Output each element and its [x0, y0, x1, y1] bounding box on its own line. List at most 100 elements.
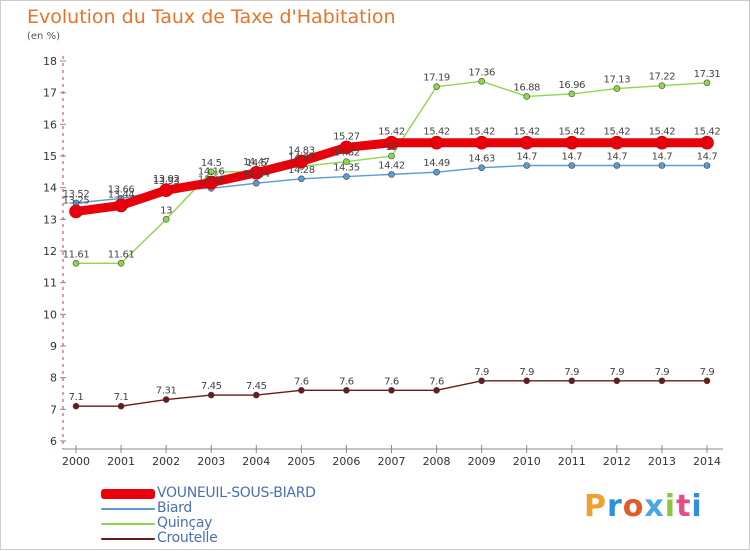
data-point — [655, 135, 669, 150]
y-tick-label: 18 — [43, 55, 57, 68]
y-tick-label: 7 — [50, 403, 57, 416]
brand-letter: i — [691, 489, 703, 524]
data-point — [568, 162, 576, 169]
x-tick-label: 2008 — [423, 455, 451, 468]
data-label: 14.82 — [333, 148, 360, 159]
y-tick-label: 16 — [43, 118, 57, 131]
data-label: 13.92 — [153, 174, 180, 185]
x-tick-label: 2002 — [152, 455, 180, 468]
data-point — [117, 402, 125, 410]
legend-item: VOUNEUIL-SOUS-BIARD — [101, 486, 316, 501]
data-point — [249, 165, 264, 180]
data-point — [388, 387, 395, 394]
data-point — [72, 402, 80, 410]
data-label: 15.27 — [333, 131, 360, 142]
data-label: 14.7 — [516, 152, 537, 163]
brand-letter: t — [676, 489, 692, 524]
y-tick-label: 10 — [43, 308, 57, 321]
data-label: 7.9 — [474, 367, 489, 378]
data-point — [298, 175, 305, 183]
data-label: 14.63 — [468, 154, 495, 165]
data-point — [613, 162, 621, 169]
brand-letter: x — [644, 489, 665, 524]
data-point — [658, 377, 666, 385]
data-point — [207, 391, 215, 399]
data-label: 7.6 — [294, 376, 309, 387]
data-label: 14.49 — [423, 158, 450, 169]
legend-label: Quinçay — [157, 515, 213, 531]
data-point — [114, 198, 128, 213]
data-label: 7.1 — [114, 392, 129, 403]
data-point — [252, 179, 260, 187]
brand-letter: r — [607, 489, 623, 524]
data-label: 17.13 — [604, 75, 631, 86]
data-point — [162, 396, 170, 403]
data-label: 15.42 — [378, 127, 405, 138]
legend-swatch — [101, 488, 155, 499]
data-point — [519, 135, 534, 150]
legend-swatch — [101, 507, 155, 510]
data-point — [610, 135, 624, 150]
data-point — [523, 93, 531, 100]
data-label: 7.6 — [429, 376, 444, 387]
data-point — [207, 168, 215, 176]
data-label: 13.25 — [63, 195, 90, 206]
data-label: 15.42 — [513, 127, 540, 138]
x-tick-label: 2009 — [468, 455, 496, 468]
brand-letter: i — [664, 489, 677, 524]
x-tick-label: 2001 — [107, 455, 135, 468]
data-point — [478, 377, 485, 385]
y-tick-label: 6 — [50, 435, 57, 448]
data-label: 7.1 — [69, 392, 84, 403]
data-label: 13.93 — [153, 176, 180, 187]
data-label: 13 — [160, 205, 172, 216]
data-point — [564, 135, 579, 150]
data-point — [478, 164, 485, 172]
data-label: 15.42 — [604, 127, 631, 138]
legend-label: Biard — [157, 500, 192, 516]
data-point — [69, 204, 83, 219]
data-point — [658, 82, 666, 89]
data-point — [162, 216, 170, 223]
y-tick-label: 9 — [50, 340, 57, 353]
data-label: 13.44 — [108, 189, 135, 200]
x-tick-label: 2014 — [693, 455, 721, 468]
data-label: 15.42 — [694, 127, 721, 138]
data-point — [433, 168, 440, 176]
legend-swatch — [101, 522, 155, 525]
legend-item: Biard — [101, 501, 316, 516]
x-tick-label: 2011 — [558, 455, 586, 468]
data-label: 16.96 — [558, 80, 585, 91]
y-unit-label: (en %) — [27, 31, 60, 42]
data-label: 14.5 — [201, 158, 222, 169]
data-label: 14.16 — [198, 167, 225, 178]
data-point — [568, 90, 576, 98]
data-label: 7.6 — [339, 376, 354, 387]
data-point — [384, 135, 399, 150]
data-label: 13.66 — [108, 184, 135, 195]
data-label: 17.19 — [423, 73, 450, 84]
x-tick-label: 2012 — [603, 455, 631, 468]
legend-item: Croutelle — [101, 531, 316, 546]
data-label: 14.7 — [652, 152, 673, 163]
data-label: 14.42 — [378, 160, 405, 171]
data-label: 15.42 — [649, 127, 676, 138]
data-point — [703, 79, 711, 87]
data-label: 15.42 — [468, 127, 495, 138]
data-label: 14.14 — [243, 169, 270, 180]
data-label: 14.5 — [246, 158, 267, 169]
data-label: 7.9 — [655, 367, 670, 378]
data-label: 11.61 — [63, 249, 90, 260]
data-label: 14.35 — [333, 163, 360, 174]
data-label: 14.67 — [288, 152, 315, 163]
data-point — [433, 83, 440, 90]
brand-logo: Proxiti — [584, 489, 703, 524]
legend-item: Quinçay — [101, 516, 316, 531]
legend-label: VOUNEUIL-SOUS-BIARD — [157, 485, 316, 501]
brand-letter: o — [622, 489, 645, 524]
data-label: 14.7 — [561, 152, 582, 163]
data-point — [294, 154, 309, 169]
data-label: 14.7 — [607, 152, 628, 163]
